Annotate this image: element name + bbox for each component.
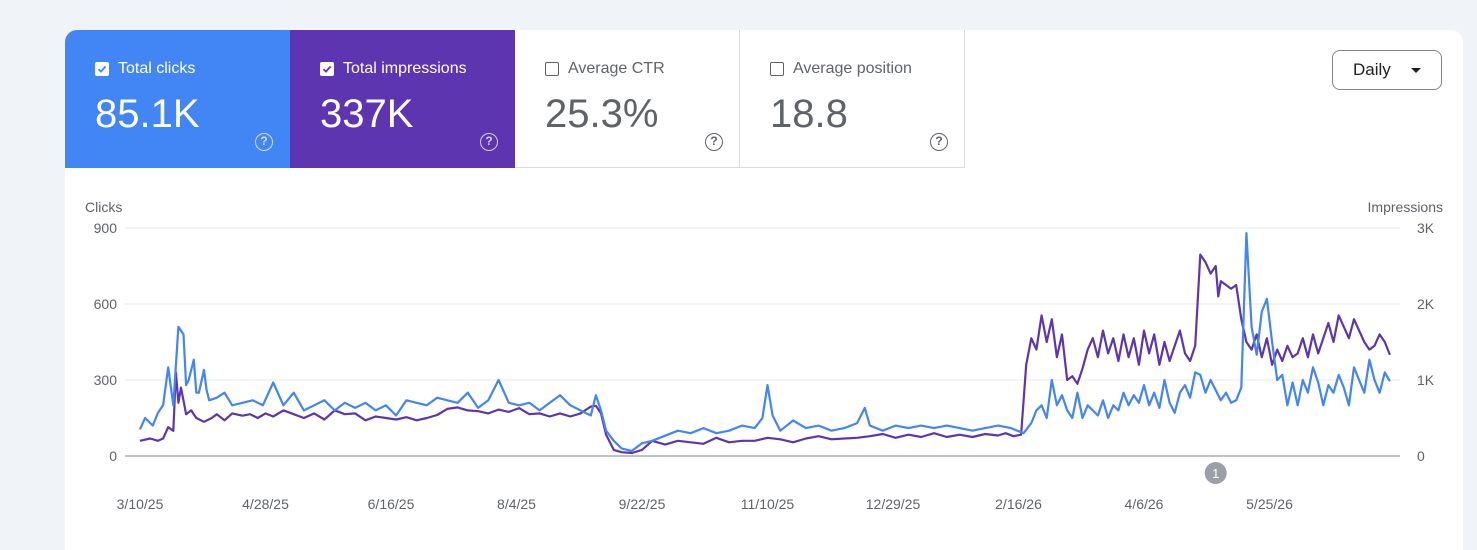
metric-total-impressions[interactable]: Total impressions 337K ? bbox=[290, 30, 515, 168]
granularity-dropdown[interactable]: Daily bbox=[1332, 50, 1442, 90]
right-tick-label: 1K bbox=[1417, 372, 1435, 388]
metric-header: Total clicks bbox=[95, 60, 195, 78]
metric-header: Total impressions bbox=[320, 60, 467, 78]
metric-header: Average position bbox=[770, 60, 912, 78]
granularity-dropdown-label: Daily bbox=[1353, 60, 1391, 79]
x-tick-label: 2/16/26 bbox=[995, 496, 1042, 512]
metric-label: Average position bbox=[793, 60, 912, 77]
help-icon[interactable]: ? bbox=[930, 133, 948, 151]
x-tick-label: 4/28/25 bbox=[242, 496, 289, 512]
x-tick-label: 5/25/26 bbox=[1246, 496, 1293, 512]
right-tick-label: 3K bbox=[1417, 220, 1435, 236]
metric-tabs: Total clicks 85.1K ? Total impressions 3… bbox=[65, 30, 965, 168]
metric-value: 337K bbox=[320, 92, 414, 136]
performance-chart[interactable]: 900 600 300 0 3K 2K 1K 0 3/10/25 4/28/25 6/16/25 8/… bbox=[0, 0, 1477, 534]
checkbox-checked-icon[interactable] bbox=[320, 62, 334, 76]
x-tick-label: 6/16/25 bbox=[368, 496, 415, 512]
metric-value: 25.3% bbox=[545, 92, 659, 136]
help-icon[interactable]: ? bbox=[480, 133, 498, 151]
metric-value: 85.1K bbox=[95, 92, 200, 136]
checkbox-unchecked-icon[interactable] bbox=[545, 62, 559, 76]
metric-value: 18.8 bbox=[770, 92, 848, 136]
metric-header: Average CTR bbox=[545, 60, 665, 78]
series-line-total-clicks bbox=[138, 232, 1391, 452]
left-tick-label: 0 bbox=[109, 448, 117, 464]
annotation-marker[interactable] bbox=[1204, 462, 1227, 484]
caret-down-icon bbox=[1411, 68, 1421, 73]
x-tick-label: 12/29/25 bbox=[866, 496, 921, 512]
x-tick-label: 4/6/26 bbox=[1125, 496, 1164, 512]
checkbox-checked-icon[interactable] bbox=[95, 62, 109, 76]
annotation-label: 1 bbox=[1212, 466, 1219, 481]
x-tick-label: 9/22/25 bbox=[619, 496, 666, 512]
series-line-total-impressions bbox=[139, 253, 1391, 455]
metric-label: Total impressions bbox=[343, 60, 467, 77]
x-tick-label: 11/10/25 bbox=[741, 496, 795, 512]
right-tick-label: 0 bbox=[1417, 448, 1425, 464]
chart-tick-labels: 900 600 300 0 3K 2K 1K 0 3/10/25 4/28/25 6/16/25 8/… bbox=[94, 220, 1435, 512]
help-icon[interactable]: ? bbox=[705, 133, 723, 151]
metric-average-position[interactable]: Average position 18.8 ? bbox=[740, 30, 965, 168]
left-axis-title: Clicks bbox=[85, 199, 122, 215]
left-tick-label: 900 bbox=[94, 220, 118, 236]
help-icon[interactable]: ? bbox=[255, 133, 273, 151]
x-tick-label: 3/10/25 bbox=[117, 496, 164, 512]
performance-card: Total clicks 85.1K ? Total impressions 3… bbox=[65, 30, 1463, 550]
chart-gridlines bbox=[125, 227, 1400, 457]
metric-total-clicks[interactable]: Total clicks 85.1K ? bbox=[65, 30, 290, 168]
right-axis-title: Impressions bbox=[1368, 199, 1443, 215]
left-tick-label: 600 bbox=[94, 296, 118, 312]
x-tick-label: 8/4/25 bbox=[497, 496, 536, 512]
checkbox-unchecked-icon[interactable] bbox=[770, 62, 784, 76]
metric-label: Average CTR bbox=[568, 60, 665, 77]
chart-annotation[interactable]: 1 bbox=[1204, 462, 1227, 484]
metric-average-ctr[interactable]: Average CTR 25.3% ? bbox=[515, 30, 740, 168]
metric-label: Total clicks bbox=[118, 60, 196, 77]
left-tick-label: 300 bbox=[94, 372, 118, 388]
right-tick-label: 2K bbox=[1417, 296, 1435, 312]
chart-series bbox=[138, 232, 1391, 455]
